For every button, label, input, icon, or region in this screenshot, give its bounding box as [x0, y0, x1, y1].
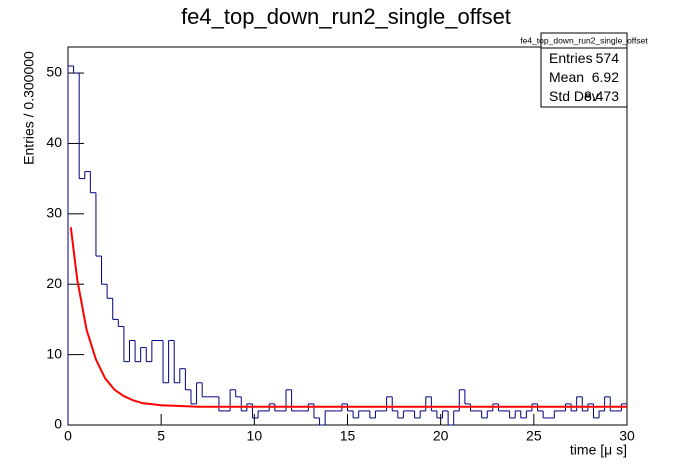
stats-label: Entries [549, 50, 593, 66]
y-tick-label: 0 [54, 416, 62, 432]
y-axis-label: Entries / 0.300000 [21, 51, 37, 165]
y-tick-label: 50 [46, 64, 62, 80]
stats-value: 6.92 [592, 69, 619, 85]
y-tick-label: 10 [46, 345, 62, 361]
x-axis-label: time [μ s] [570, 442, 627, 458]
stats-box [540, 32, 628, 108]
stats-label: Std Dev [549, 88, 599, 104]
chart-title: fe4_top_down_run2_single_offset [181, 4, 511, 29]
x-tick-label: 5 [157, 428, 165, 444]
y-tick-label: 20 [46, 275, 62, 291]
stats-value: 8.473 [584, 88, 619, 104]
x-tick-label: 30 [619, 428, 635, 444]
y-tick-label: 40 [46, 134, 62, 150]
x-tick-label: 15 [340, 428, 356, 444]
x-tick-label: 0 [64, 428, 72, 444]
stats-label: Mean [549, 69, 584, 85]
fit-curve [69, 227, 627, 408]
x-tick-label: 10 [247, 428, 263, 444]
stats-value: 574 [596, 50, 620, 66]
stats-title: fe4_top_down_run2_single_offset [520, 35, 648, 45]
x-tick-label: 25 [526, 428, 542, 444]
y-tick-label: 30 [46, 205, 62, 221]
x-tick-label: 20 [433, 428, 449, 444]
